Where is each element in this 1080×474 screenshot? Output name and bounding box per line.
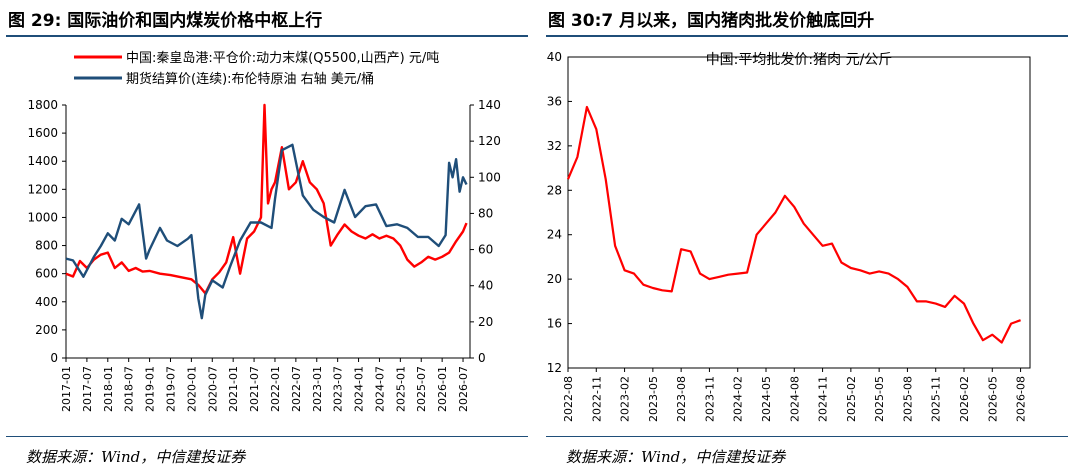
brent-oil-line [65, 143, 468, 320]
left-y-tick-label: 0 [50, 351, 58, 365]
x-tick-label: 2026-01 [436, 366, 449, 412]
left-y-tick-label: 800 [35, 239, 58, 253]
coal-price-line [65, 103, 468, 295]
left-y-tick-label: 1200 [27, 182, 58, 196]
left-y-tick-label: 1400 [27, 154, 58, 168]
x-tick-label: 2022-11 [590, 376, 603, 422]
right-chart-svg: 12 16 20 24 28 32 36 40 2022-08 2022-11 2023-02 202… [547, 50, 1031, 422]
right-chart-source: 数据来源：Wind，中信建投证券 [566, 448, 786, 466]
x-tick-label: 2022-01 [269, 366, 282, 412]
left-chart-caption: 图 29: 国际油价和国内煤炭价格中枢上行 [8, 11, 323, 31]
x-tick-label: 2022-08 [562, 376, 575, 422]
x-tick-label: 2020-01 [185, 366, 198, 412]
left-caption-rule [6, 35, 528, 37]
x-tick-label: 2025-01 [394, 366, 407, 412]
left-chart-source: 数据来源：Wind，中信建投证券 [26, 448, 246, 466]
x-tick-label: 2017-01 [60, 366, 73, 412]
left-chart-panel: 图 29: 国际油价和国内煤炭价格中枢上行 0 200 400 600 800 1000 1… [6, 11, 528, 466]
x-tick-label: 2017-07 [81, 366, 94, 412]
x-tick-label: 2023-11 [703, 376, 716, 422]
y-tick-label: 24 [547, 228, 562, 242]
x-tick-label: 2023-02 [619, 376, 632, 422]
left-y-tick-label: 400 [35, 295, 58, 309]
legend-label: 中国:秦皇岛港:平仓价:动力末煤(Q5500,山西产) 元/吨 [126, 50, 439, 66]
right-y-tick-label: 120 [478, 134, 501, 148]
right-chart-panel: 图 30:7 月以来，国内猪肉批发价触底回升 12 16 20 24 28 32 36 40 2… [540, 0, 1080, 474]
right-y-tick-label: 140 [478, 98, 501, 112]
x-tick-label: 2021-01 [227, 366, 240, 412]
left-y-tick-label: 600 [35, 267, 58, 281]
right-y-tick-label: 0 [478, 351, 486, 365]
right-y-tick-label: 80 [478, 206, 493, 220]
y-tick-label: 20 [547, 272, 562, 286]
x-tick-label: 2018-07 [123, 366, 136, 412]
right-y-tick-label: 40 [478, 279, 493, 293]
pork-price-line [566, 105, 1021, 344]
x-tick-label: 2018-01 [102, 366, 115, 412]
right-y-tick-label: 60 [478, 243, 493, 257]
x-tick-label: 2023-08 [675, 376, 688, 422]
y-tick-label: 40 [547, 50, 562, 64]
left-chart-svg: 0 200 400 600 800 1000 1200 1400 1600 1800 0 20 40 60… [27, 50, 501, 412]
x-tick-label: 2023-01 [311, 366, 324, 412]
x-tick-label: 2023-07 [332, 366, 345, 412]
x-tick-label: 2025-02 [845, 376, 858, 422]
x-tick-label: 2019-07 [164, 366, 177, 412]
legend-label: 期货结算价(连续):布伦特原油 右轴 美元/桶 [126, 71, 374, 87]
x-tick-label: 2025-05 [873, 376, 886, 422]
x-tick-label: 2024-05 [760, 376, 773, 422]
plot-frame [567, 56, 1031, 369]
x-tick-label: 2025-11 [930, 376, 943, 422]
right-chart-caption: 图 30:7 月以来，国内猪肉批发价触底回升 [548, 11, 875, 31]
right-caption-rule [546, 35, 1068, 37]
x-tick-label: 2019-01 [144, 366, 157, 412]
y-tick-label: 12 [547, 361, 562, 375]
right-y-tick-label: 100 [478, 170, 501, 184]
left-y-tick-label: 1800 [27, 98, 58, 112]
y-tick-label: 32 [547, 139, 562, 153]
left-y-tick-label: 1600 [27, 126, 58, 140]
y-tick-label: 28 [547, 183, 562, 197]
left-source-rule [6, 436, 528, 437]
x-tick-label: 2025-07 [415, 366, 428, 412]
right-y-tick-label: 20 [478, 315, 493, 329]
x-tick-label: 2026-08 [1015, 376, 1028, 422]
x-tick-label: 2026-02 [958, 376, 971, 422]
x-tick-label: 2024-08 [788, 376, 801, 422]
x-tick-label: 2020-07 [206, 366, 219, 412]
y-tick-label: 16 [547, 317, 562, 331]
x-tick-label: 2024-07 [373, 366, 386, 412]
x-tick-label: 2026-07 [457, 366, 470, 412]
x-tick-label: 2023-05 [647, 376, 660, 422]
chart-title: 中国:平均批发价:猪肉 元/公斤 [706, 52, 893, 68]
x-tick-label: 2024-11 [817, 376, 830, 422]
x-tick-label: 2022-07 [290, 366, 303, 412]
x-tick-label: 2026-05 [986, 376, 999, 422]
x-tick-label: 2024-02 [732, 376, 745, 422]
x-tick-label: 2025-08 [901, 376, 914, 422]
x-tick-label: 2021-07 [248, 366, 261, 412]
y-tick-label: 36 [547, 94, 562, 108]
right-source-rule [546, 436, 1068, 437]
x-tick-label: 2024-01 [353, 366, 366, 412]
left-y-tick-label: 200 [35, 323, 58, 337]
left-y-tick-label: 1000 [27, 210, 58, 224]
